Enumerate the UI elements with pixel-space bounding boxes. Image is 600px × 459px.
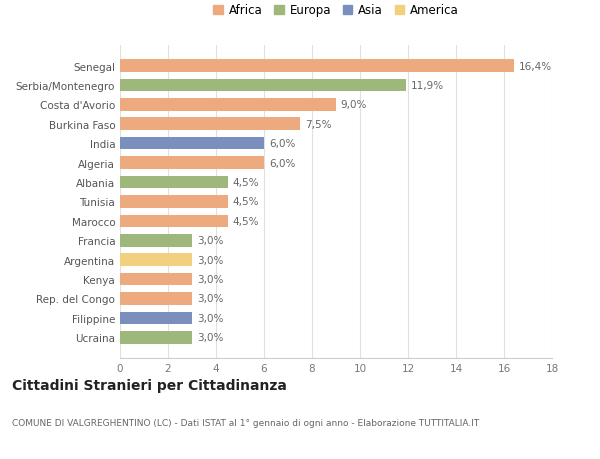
Text: 3,0%: 3,0% xyxy=(197,274,223,285)
Bar xyxy=(120,215,228,228)
Text: 4,5%: 4,5% xyxy=(233,178,259,188)
Bar xyxy=(120,60,514,73)
Text: 3,0%: 3,0% xyxy=(197,333,223,342)
Text: 3,0%: 3,0% xyxy=(197,294,223,304)
Bar xyxy=(120,118,300,131)
Bar xyxy=(120,176,228,189)
Text: Cittadini Stranieri per Cittadinanza: Cittadini Stranieri per Cittadinanza xyxy=(12,379,287,392)
Bar xyxy=(120,292,192,305)
Bar xyxy=(120,331,192,344)
Legend: Africa, Europa, Asia, America: Africa, Europa, Asia, America xyxy=(211,2,461,20)
Text: 3,0%: 3,0% xyxy=(197,313,223,323)
Text: 16,4%: 16,4% xyxy=(518,62,551,71)
Text: 6,0%: 6,0% xyxy=(269,139,295,149)
Text: 4,5%: 4,5% xyxy=(233,216,259,226)
Bar xyxy=(120,157,264,169)
Bar xyxy=(120,312,192,325)
Text: 3,0%: 3,0% xyxy=(197,255,223,265)
Text: 7,5%: 7,5% xyxy=(305,119,331,129)
Bar xyxy=(120,99,336,112)
Bar xyxy=(120,235,192,247)
Bar xyxy=(120,138,264,150)
Text: 9,0%: 9,0% xyxy=(341,100,367,110)
Text: COMUNE DI VALGREGHENTINO (LC) - Dati ISTAT al 1° gennaio di ogni anno - Elaboraz: COMUNE DI VALGREGHENTINO (LC) - Dati IST… xyxy=(12,418,479,427)
Bar xyxy=(120,254,192,266)
Text: 3,0%: 3,0% xyxy=(197,236,223,246)
Bar xyxy=(120,196,228,208)
Bar xyxy=(120,79,406,92)
Text: 11,9%: 11,9% xyxy=(410,81,443,91)
Text: 6,0%: 6,0% xyxy=(269,158,295,168)
Bar xyxy=(120,273,192,286)
Text: 4,5%: 4,5% xyxy=(233,197,259,207)
